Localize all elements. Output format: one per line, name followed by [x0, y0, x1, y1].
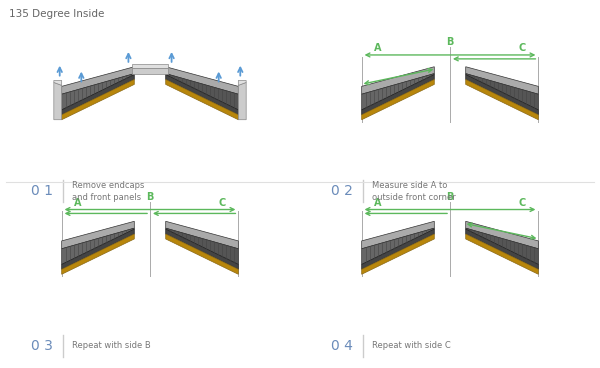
Text: Repeat with side C: Repeat with side C	[372, 342, 451, 350]
Polygon shape	[466, 229, 538, 269]
Text: 0 4: 0 4	[331, 339, 353, 353]
Text: Repeat with side B: Repeat with side B	[72, 342, 151, 350]
Polygon shape	[166, 75, 238, 115]
Polygon shape	[362, 74, 434, 110]
Polygon shape	[166, 74, 238, 110]
Polygon shape	[238, 82, 246, 120]
Polygon shape	[166, 221, 238, 249]
Polygon shape	[238, 81, 246, 85]
Polygon shape	[62, 221, 134, 249]
Polygon shape	[62, 234, 134, 274]
Text: B: B	[446, 192, 454, 202]
Polygon shape	[62, 228, 134, 265]
Polygon shape	[62, 67, 134, 94]
Text: Remove endcaps
and front panels: Remove endcaps and front panels	[72, 181, 145, 202]
Polygon shape	[166, 67, 238, 94]
Polygon shape	[133, 64, 167, 68]
Text: C: C	[219, 198, 226, 208]
Text: 135 Degree Inside: 135 Degree Inside	[9, 9, 104, 19]
Text: 0 2: 0 2	[331, 184, 353, 198]
Polygon shape	[362, 229, 434, 269]
Polygon shape	[362, 79, 434, 120]
Text: C: C	[519, 198, 526, 208]
Polygon shape	[62, 79, 134, 120]
Text: A: A	[374, 198, 381, 208]
Polygon shape	[362, 234, 434, 274]
Polygon shape	[166, 229, 238, 269]
Polygon shape	[54, 81, 62, 85]
Text: C: C	[519, 43, 526, 53]
Polygon shape	[166, 234, 238, 274]
Polygon shape	[362, 221, 434, 249]
Polygon shape	[133, 68, 167, 74]
Text: 0 1: 0 1	[31, 184, 53, 198]
Polygon shape	[362, 67, 434, 94]
Text: A: A	[74, 198, 81, 208]
Text: Measure side A to
outside front corner: Measure side A to outside front corner	[372, 181, 456, 202]
Polygon shape	[62, 75, 134, 115]
Text: B: B	[146, 192, 154, 202]
Text: B: B	[446, 37, 454, 47]
Polygon shape	[466, 67, 538, 94]
Polygon shape	[166, 79, 238, 120]
Polygon shape	[466, 79, 538, 120]
Polygon shape	[166, 228, 238, 265]
Polygon shape	[362, 228, 434, 265]
Polygon shape	[62, 229, 134, 269]
Polygon shape	[54, 82, 62, 120]
Polygon shape	[466, 221, 538, 249]
Polygon shape	[466, 75, 538, 115]
Polygon shape	[466, 234, 538, 274]
Text: A: A	[374, 43, 381, 53]
Text: 0 3: 0 3	[31, 339, 53, 353]
Polygon shape	[466, 228, 538, 265]
Polygon shape	[62, 74, 134, 110]
Polygon shape	[466, 74, 538, 110]
Polygon shape	[362, 75, 434, 115]
